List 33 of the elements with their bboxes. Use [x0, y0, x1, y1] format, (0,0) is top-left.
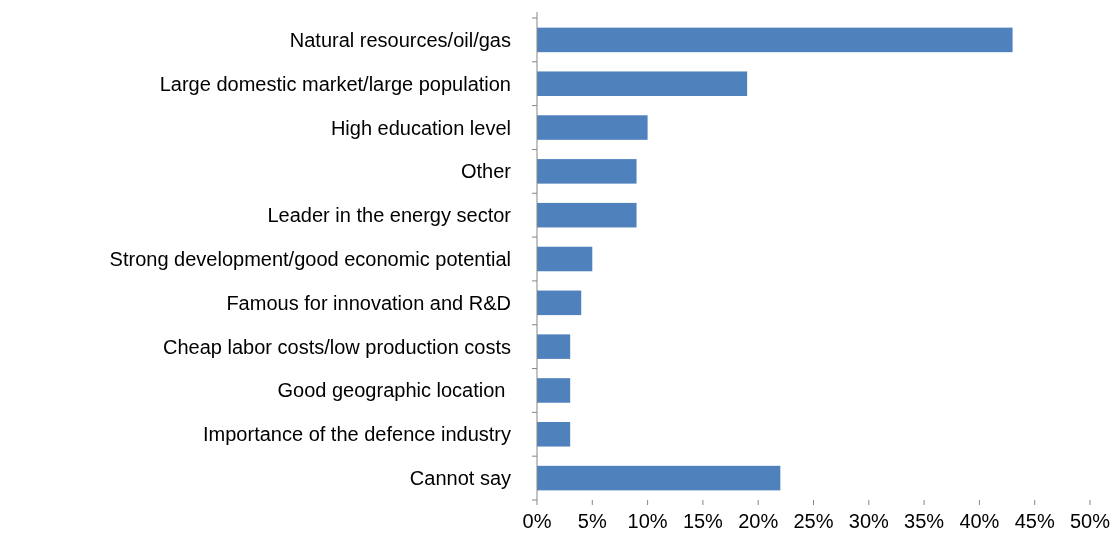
x-tick-label: 20%: [738, 510, 779, 532]
bar: [537, 202, 637, 228]
bar: [537, 422, 571, 447]
bar: [537, 378, 571, 403]
bar: [537, 465, 781, 491]
x-tick-label: 5%: [577, 510, 607, 532]
y-tick-label: Famous for innovation and R&D: [226, 291, 511, 314]
x-tick-label: 40%: [959, 510, 1000, 532]
bar: [537, 290, 582, 316]
y-tick-label: Other: [460, 160, 512, 183]
bar: [537, 334, 571, 359]
y-tick-label: Strong development/good economic potential: [109, 248, 511, 270]
y-tick-label: Natural resources/oil/gas: [289, 28, 511, 51]
y-tick-label: Cheap labor costs/low production costs: [163, 335, 511, 358]
bar: [537, 115, 648, 140]
y-tick-label: Cannot say: [409, 467, 511, 490]
bar: [537, 27, 1013, 53]
x-tick-label: 25%: [793, 510, 834, 532]
y-tick-label: High education level: [330, 116, 511, 139]
bar: [537, 159, 637, 184]
y-tick-label: Large domestic market/large population: [159, 72, 511, 95]
x-tick-label: 10%: [627, 510, 668, 532]
x-tick-label: 15%: [682, 510, 724, 532]
bar: [537, 71, 748, 96]
x-tick-label: 50%: [1069, 510, 1111, 532]
y-tick-label: Leader in the energy sector: [267, 204, 512, 227]
bar: [537, 246, 593, 272]
y-tick-label: Good geographic location: [277, 379, 511, 402]
x-tick-label: 0%: [522, 510, 552, 532]
y-tick-label: Importance of the defence industry: [203, 423, 511, 446]
x-tick-label: 30%: [848, 510, 890, 532]
x-tick-label: 45%: [1014, 510, 1055, 532]
x-tick-label: 35%: [904, 510, 945, 532]
